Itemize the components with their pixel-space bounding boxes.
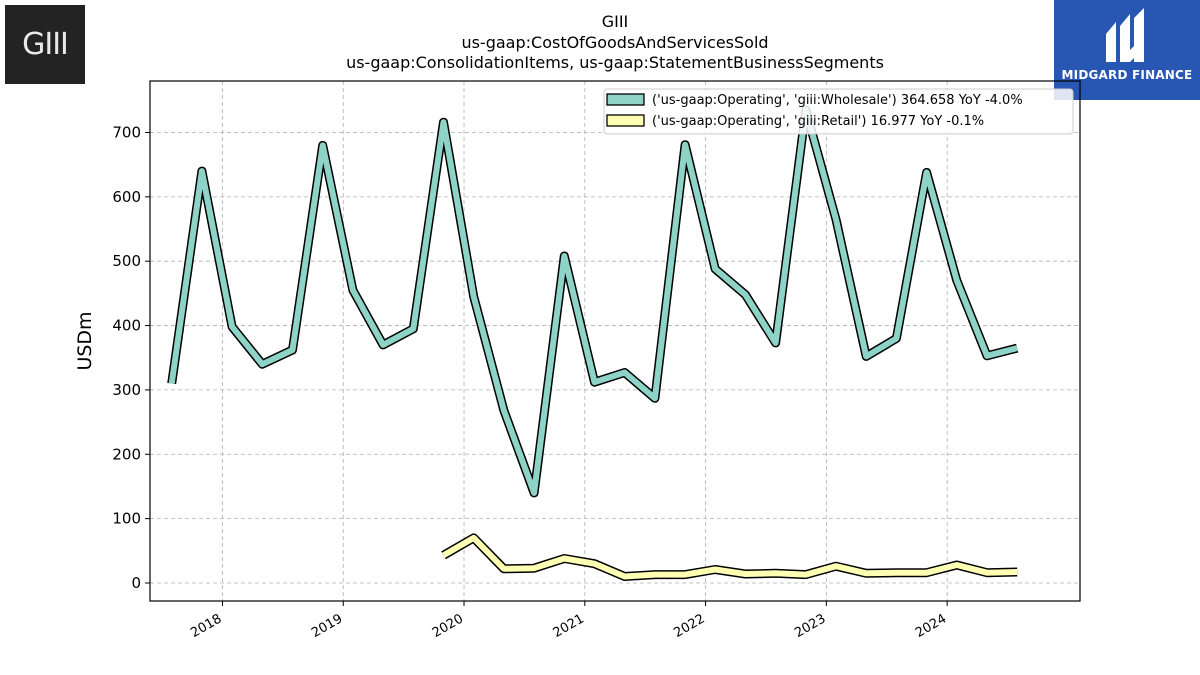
y-tick-label: 400 [112,317,141,335]
x-tick-label: 2023 [792,611,828,641]
y-tick-label: 300 [112,381,141,399]
chart-title-line-3: us-gaap:ConsolidationItems, us-gaap:Stat… [346,53,884,72]
company-logo: GIII [5,5,85,84]
legend-label-retail: ('us-gaap:Operating', 'giii:Retail') 16.… [652,114,984,129]
series-line-1 [442,534,1018,580]
series-layer [167,105,1019,581]
legend-swatch-retail [606,114,645,127]
x-tick-label: 2018 [188,611,224,641]
legend-label-wholesale: ('us-gaap:Operating', 'giii:Wholesale') … [652,93,1023,108]
x-tick-label: 2024 [913,611,949,641]
x-tick-label: 2019 [309,611,345,641]
brand-logo-text: MIDGARD FINANCE [1061,68,1193,82]
grid [150,81,1080,601]
y-axis-label: USDm [74,311,96,370]
x-tick-label: 2020 [430,611,466,641]
chart-title-line-2: us-gaap:CostOfGoodsAndServicesSold [461,33,768,52]
legend-box [603,88,1074,135]
brand-logo: MIDGARD FINANCE [1054,0,1200,100]
company-logo-text: GIII [22,27,69,62]
plot-area [149,80,1081,602]
y-tick-label: 0 [131,574,141,592]
x-tick-label: 2022 [671,611,707,641]
legend-swatch-wholesale [606,93,645,106]
brand-mark-icon [1106,8,1144,62]
axes: 0 100 200 300 400 500 600 700 2018 2019 2020 2021 20… [112,123,949,641]
chart-title: GIII us-gaap:CostOfGoodsAndServicesSold … [346,12,884,72]
chart-title-line-1: GIII [602,12,629,31]
x-tick-label: 2021 [551,611,587,641]
y-tick-label: 500 [112,252,141,270]
y-tick-label: 600 [112,188,141,206]
y-tick-label: 700 [112,123,141,141]
legend: ('us-gaap:Operating', 'giii:Wholesale') … [603,88,1074,135]
y-tick-label: 100 [112,510,141,528]
y-tick-label: 200 [112,445,141,463]
series-line-0 [168,107,1018,496]
